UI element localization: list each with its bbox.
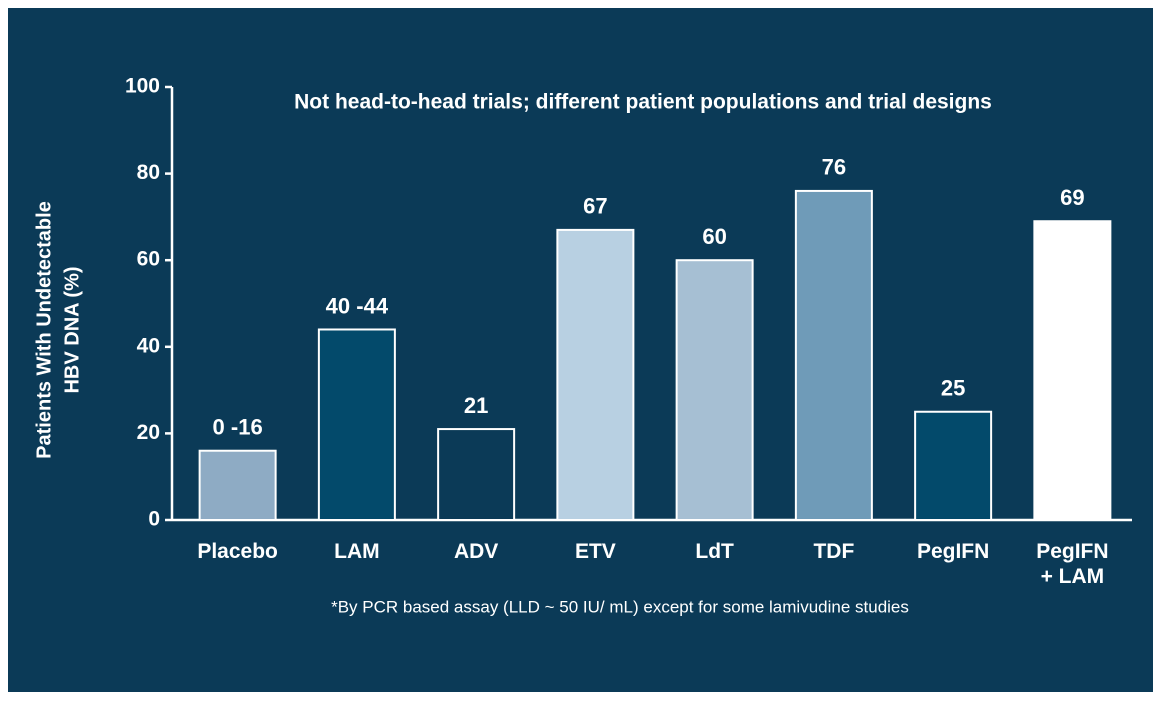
x-tick-label-line: LAM <box>334 540 380 563</box>
x-tick-label: PegIFN <box>917 540 989 563</box>
y-tick-label: 80 <box>137 161 160 184</box>
bar <box>675 259 754 521</box>
y-axis-label: Patients With Undetectable <box>33 201 55 459</box>
x-tick-label-line: LdT <box>695 540 734 563</box>
y-tick-label: 20 <box>137 421 160 444</box>
value-label: 67 <box>583 194 607 219</box>
x-tick-label: Placebo <box>197 540 278 563</box>
bar <box>794 189 873 521</box>
x-tick-label: LdT <box>695 540 734 563</box>
x-tick-label: ETV <box>575 540 616 563</box>
footnote: *By PCR based assay (LLD ~ 50 IU/ mL) ex… <box>331 597 909 616</box>
x-tick-label: ADV <box>454 540 498 563</box>
x-tick-label-line: ADV <box>454 540 498 563</box>
bar <box>1033 220 1112 521</box>
value-label: 60 <box>702 224 726 249</box>
value-label: 69 <box>1060 185 1084 210</box>
x-tick-label-line: + LAM <box>1041 565 1105 588</box>
x-tick-label-line: Placebo <box>197 540 278 563</box>
y-tick-label: 60 <box>137 248 160 271</box>
bar <box>198 449 277 521</box>
y-tick-label: 0 <box>148 508 160 531</box>
x-tick-label-line: PegIFN <box>917 540 989 563</box>
y-axis-label: HBV DNA (%) <box>61 266 83 393</box>
y-tick-label: 40 <box>137 334 160 357</box>
value-label: 40 -44 <box>326 293 389 318</box>
value-label: 0 -16 <box>213 415 263 440</box>
value-label: 25 <box>941 376 965 401</box>
bar <box>556 228 635 521</box>
x-tick-label-line: PegIFN <box>1036 540 1108 563</box>
y-tick-label: 100 <box>125 75 160 98</box>
bar <box>437 428 516 522</box>
chart-title: Not head-to-head trials; different patie… <box>294 91 992 114</box>
value-label: 21 <box>464 393 488 418</box>
x-tick-label-line: TDF <box>813 540 854 563</box>
x-tick-label-line: ETV <box>575 540 616 563</box>
value-label: 76 <box>822 155 846 180</box>
x-tick-label: TDF <box>813 540 854 563</box>
x-tick-label: LAM <box>334 540 380 563</box>
bar <box>317 328 396 522</box>
bar <box>914 410 993 521</box>
x-tick-label: PegIFN + LAM <box>1036 540 1108 588</box>
